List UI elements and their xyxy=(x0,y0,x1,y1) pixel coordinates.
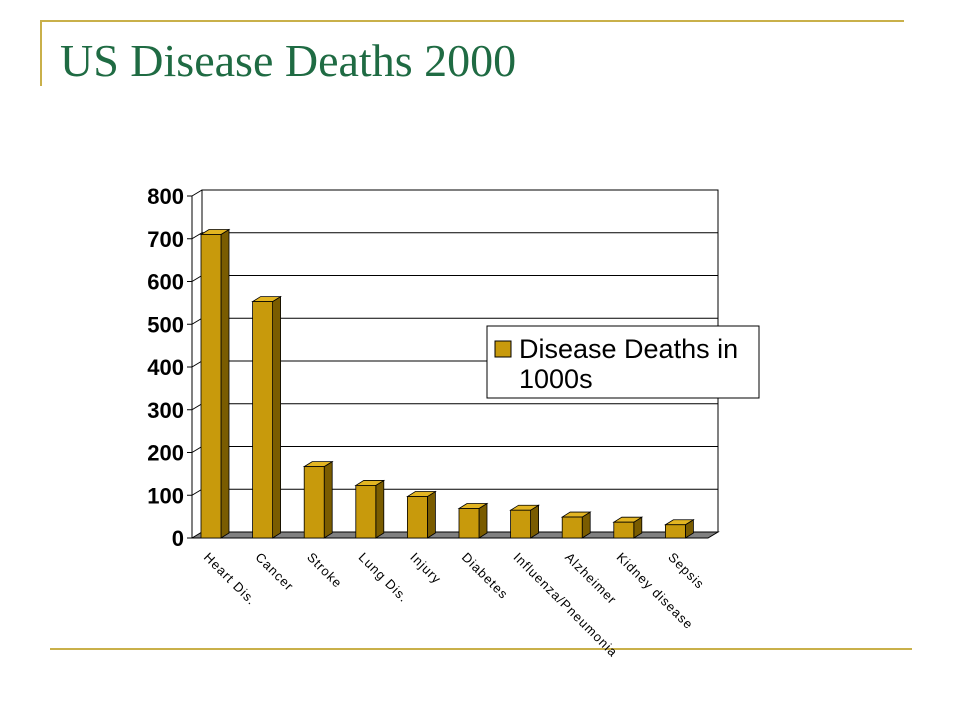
bottom-rule xyxy=(50,648,912,650)
bar-side xyxy=(323,460,333,539)
bar xyxy=(665,524,686,539)
y-tick-label: 600 xyxy=(147,270,184,295)
left-rule xyxy=(40,20,42,86)
bar xyxy=(303,466,325,539)
legend-swatch xyxy=(494,340,512,358)
slide-title: US Disease Deaths 2000 xyxy=(60,35,517,86)
legend-label: Disease Deaths in xyxy=(519,334,738,364)
x-tick-label: Lung Dis. xyxy=(356,550,412,606)
gridline-depth xyxy=(191,275,203,282)
gridline-depth xyxy=(191,232,203,240)
bar xyxy=(510,509,532,539)
gridline-depth xyxy=(191,446,203,453)
bar-side xyxy=(426,490,436,539)
legend-label: 1000s xyxy=(519,364,593,394)
bar-side xyxy=(530,504,539,539)
y-tick-label: 500 xyxy=(147,312,184,337)
bar-side xyxy=(478,502,488,539)
y-tick-label: 400 xyxy=(147,355,184,380)
legend-box xyxy=(486,325,760,399)
bar xyxy=(613,521,635,539)
y-tick-label: 700 xyxy=(147,227,184,252)
bar xyxy=(355,485,377,539)
gridline-depth xyxy=(191,189,203,197)
bar-side xyxy=(220,228,230,539)
gridline-depth xyxy=(191,488,203,496)
x-tick-label: Stroke xyxy=(304,550,345,591)
bar-side xyxy=(375,479,385,539)
gridline-depth xyxy=(191,403,203,411)
bar xyxy=(406,496,428,539)
y-tick-label: 100 xyxy=(147,483,184,508)
y-tick-label: 0 xyxy=(172,526,184,551)
bar xyxy=(561,516,583,539)
bar-side xyxy=(272,295,282,539)
x-tick-label: Heart Dis. xyxy=(201,550,260,609)
x-tick-label: Influenza/Pneumonia xyxy=(510,550,620,660)
x-tick-label: Diabetes xyxy=(459,550,512,603)
bar xyxy=(458,508,480,539)
bar xyxy=(252,301,274,539)
gridline-depth xyxy=(191,360,203,368)
gridline-depth xyxy=(191,317,203,325)
y-tick-label: 800 xyxy=(147,184,184,209)
y-tick-label: 200 xyxy=(147,441,184,466)
top-rule xyxy=(40,20,904,22)
x-tick-label: Sepsis xyxy=(665,550,707,592)
x-tick-label: Cancer xyxy=(252,550,296,594)
bar xyxy=(200,234,222,539)
x-tick-label: Injury xyxy=(407,550,444,587)
y-tick-label: 300 xyxy=(147,398,184,423)
